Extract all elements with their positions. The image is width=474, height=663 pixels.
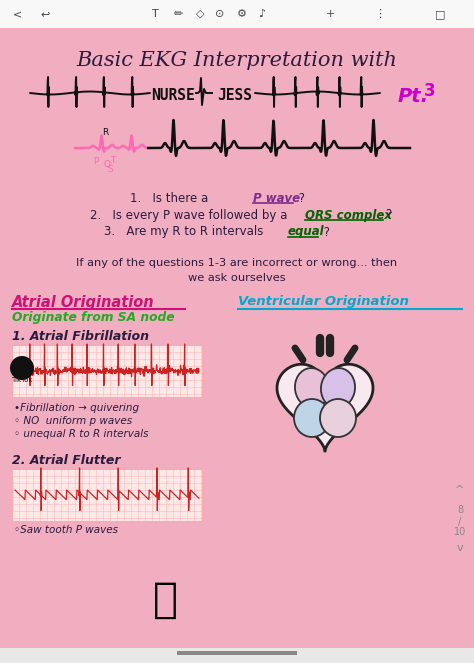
Text: ◦ unequal R to R intervals: ◦ unequal R to R intervals (14, 429, 148, 439)
Text: /: / (458, 517, 462, 527)
Text: S: S (107, 165, 113, 174)
Text: ◦ NO  uniform p waves: ◦ NO uniform p waves (14, 416, 132, 426)
Text: we ask ourselves: we ask ourselves (188, 273, 286, 283)
Text: P: P (93, 157, 99, 166)
Bar (0, 0, 474, 28)
Text: ^: ^ (456, 485, 465, 495)
Text: ?: ? (385, 208, 391, 221)
Text: 🦈: 🦈 (153, 579, 177, 621)
Text: NURSE: NURSE (151, 88, 195, 103)
Text: •Fibrillation → quivering: •Fibrillation → quivering (14, 403, 139, 413)
Text: 3: 3 (424, 82, 436, 100)
Text: QRS complex: QRS complex (305, 208, 392, 221)
Text: Atrial Origination: Atrial Origination (12, 294, 155, 310)
Text: ⊙: ⊙ (215, 9, 225, 19)
Bar (12, 345, 202, 397)
Text: 2.   Is every P wave followed by a: 2. Is every P wave followed by a (90, 208, 291, 221)
Text: equal: equal (288, 225, 325, 239)
Ellipse shape (294, 399, 330, 437)
Text: ◦Saw tooth P waves: ◦Saw tooth P waves (14, 525, 118, 535)
Bar (0, 648, 474, 663)
Text: ↩: ↩ (40, 9, 50, 19)
Text: TikTok: TikTok (11, 377, 33, 383)
Polygon shape (277, 364, 373, 451)
Ellipse shape (321, 368, 355, 408)
Text: Q: Q (103, 160, 110, 169)
Text: If any of the questions 1-3 are incorrect or wrong... then: If any of the questions 1-3 are incorrec… (76, 258, 398, 268)
Text: □: □ (435, 9, 445, 19)
Text: 1.   Is there a: 1. Is there a (130, 192, 212, 204)
Ellipse shape (320, 399, 356, 437)
Text: +: + (325, 9, 335, 19)
Text: Originate from SA node: Originate from SA node (12, 312, 174, 324)
Bar (177, 651, 297, 655)
Text: 1. Atrial Fibrillation: 1. Atrial Fibrillation (12, 330, 149, 343)
Text: ♪: ♪ (258, 9, 265, 19)
Text: 2. Atrial Flutter: 2. Atrial Flutter (12, 453, 120, 467)
Text: Ventricular Origination: Ventricular Origination (238, 296, 409, 308)
Text: v: v (456, 543, 463, 553)
Text: 3.   Are my R to R intervals: 3. Are my R to R intervals (104, 225, 267, 239)
Text: ⋮: ⋮ (374, 9, 385, 19)
Text: ⚙: ⚙ (237, 9, 247, 19)
Text: ✏: ✏ (173, 9, 182, 19)
Text: 8: 8 (457, 505, 463, 515)
Text: R: R (102, 128, 108, 137)
Text: T: T (152, 9, 158, 19)
Text: 10: 10 (454, 527, 466, 537)
Text: <: < (13, 9, 23, 19)
Text: P wave: P wave (253, 192, 300, 204)
Text: ◇: ◇ (196, 9, 204, 19)
Text: ?: ? (320, 225, 330, 239)
Text: Pt.: Pt. (398, 86, 429, 105)
Ellipse shape (295, 368, 329, 408)
Bar (12, 469, 202, 521)
Text: ?: ? (295, 192, 305, 204)
Text: T: T (110, 156, 116, 165)
Text: JESS: JESS (218, 88, 253, 103)
Text: Basic EKG Interpretation with: Basic EKG Interpretation with (76, 50, 398, 70)
Circle shape (10, 356, 34, 380)
